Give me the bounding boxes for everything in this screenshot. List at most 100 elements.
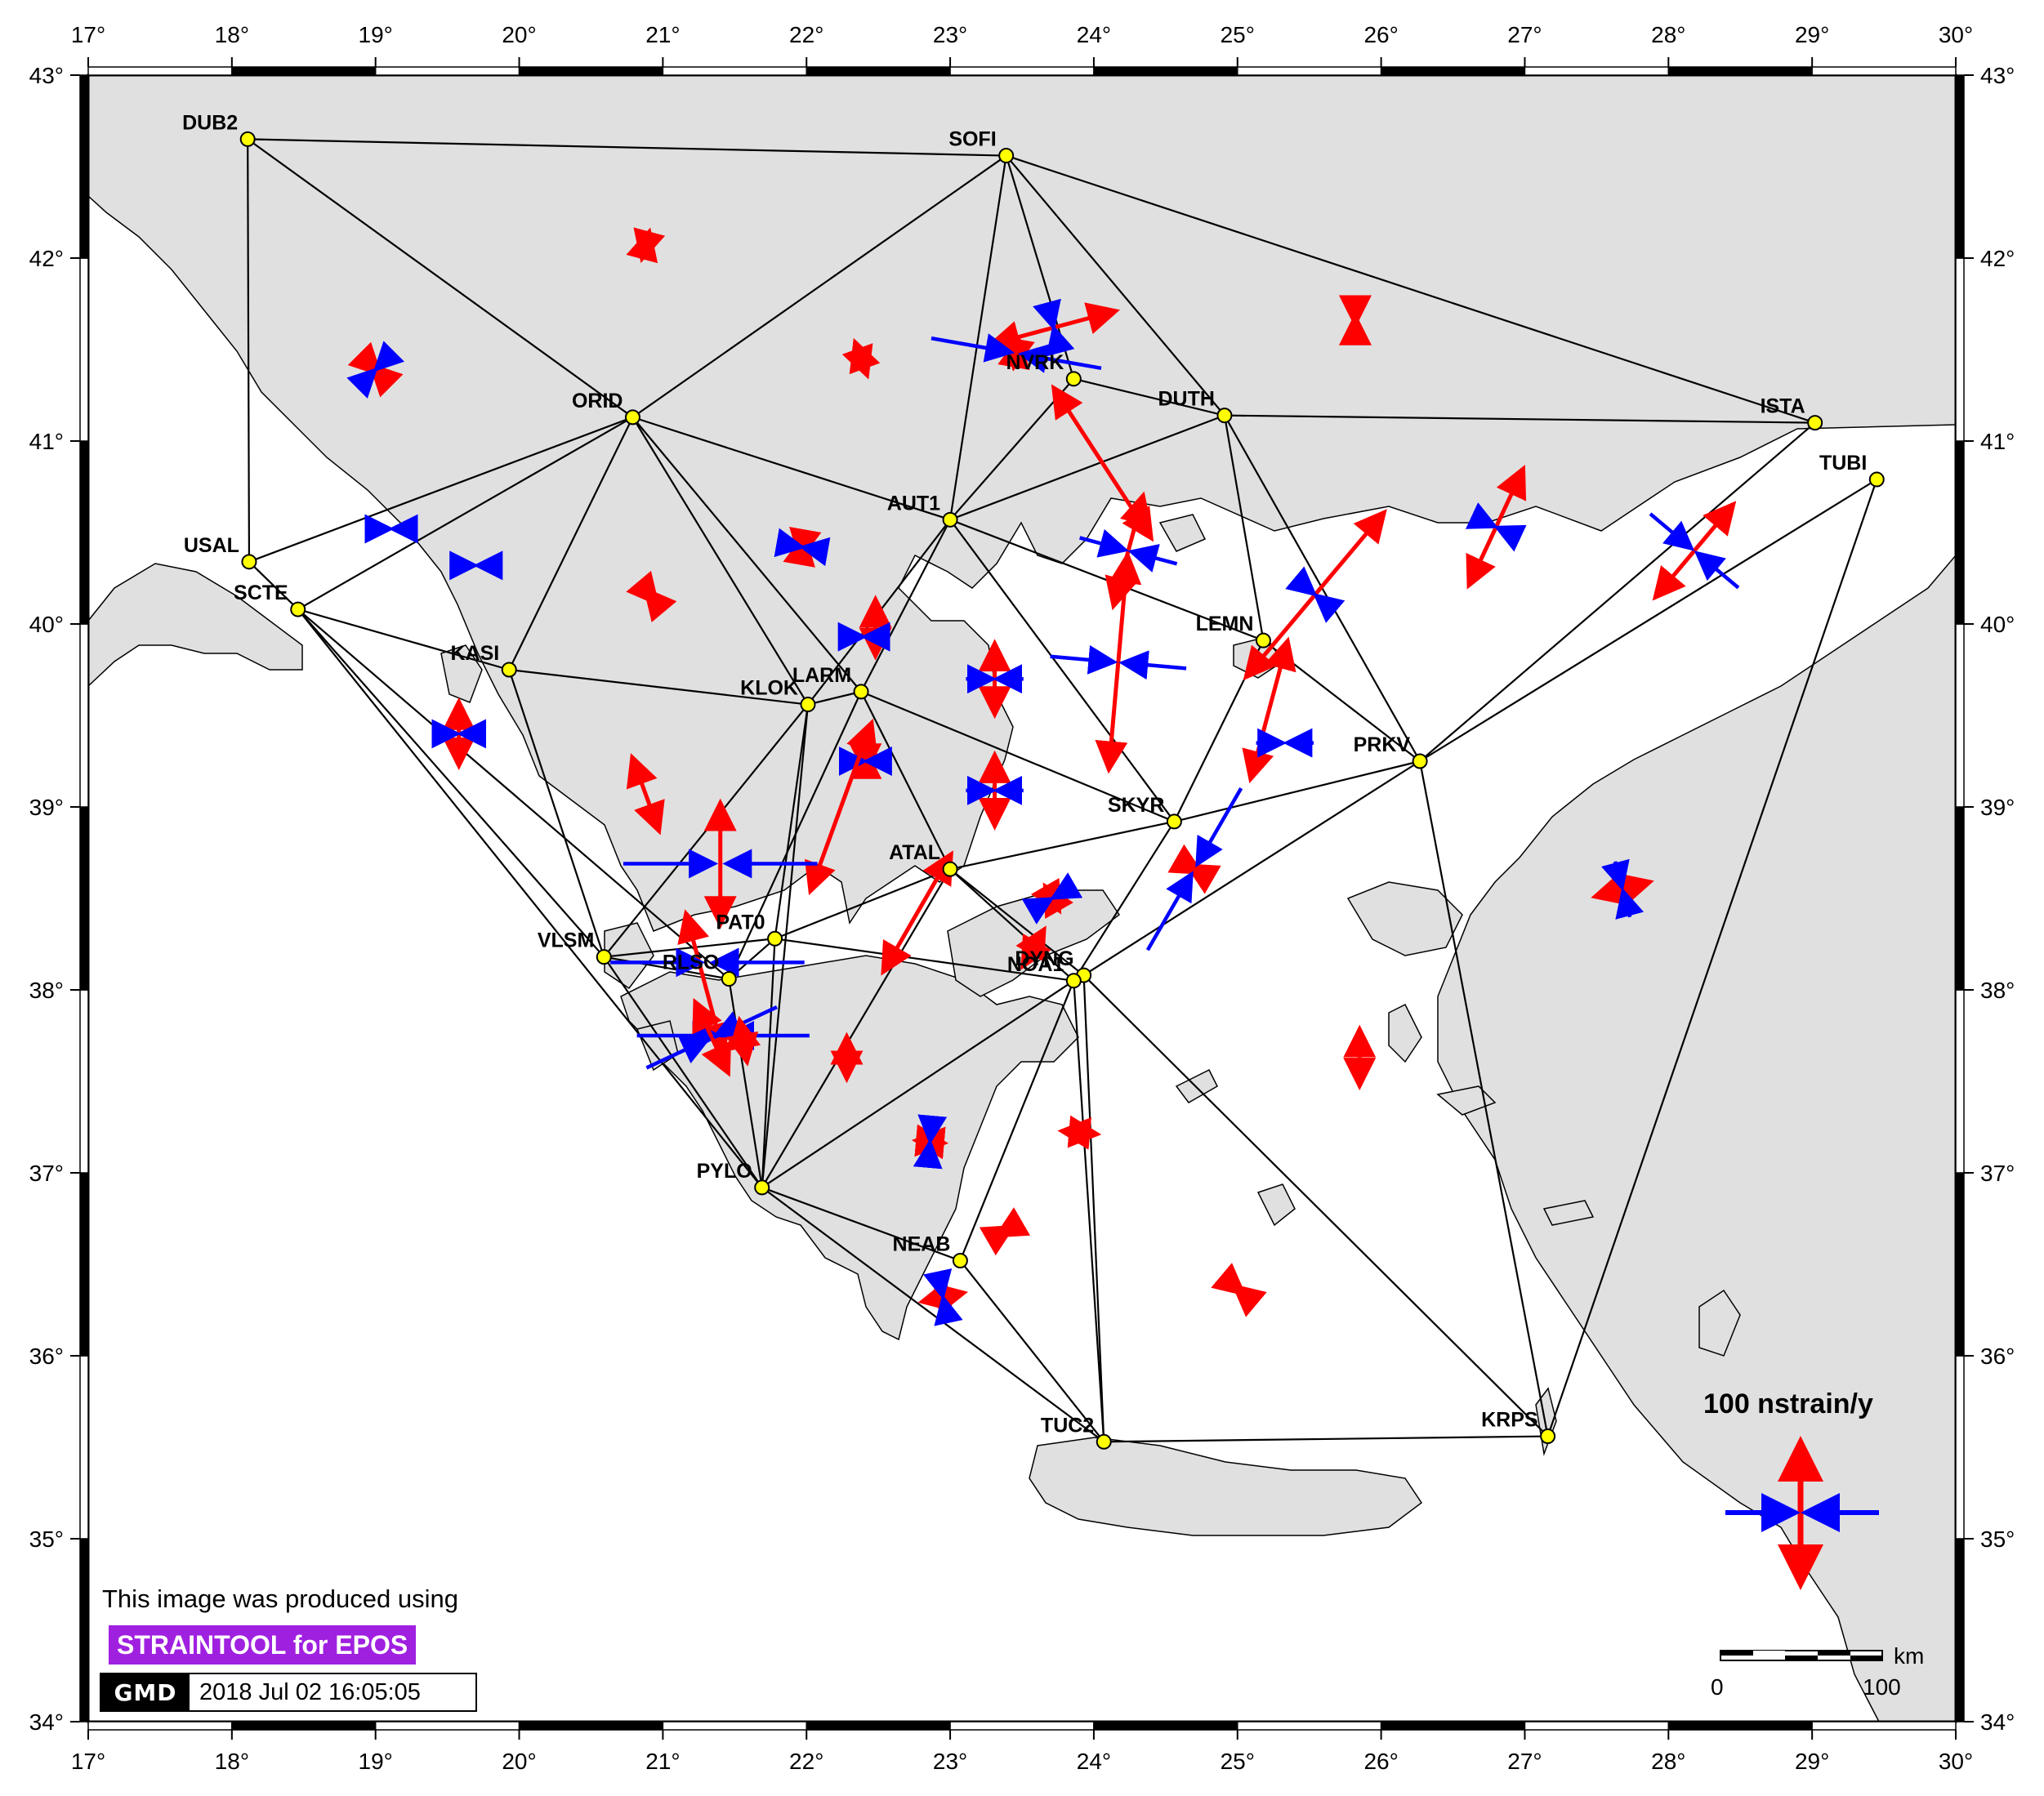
station-atal[interactable]: ATAL bbox=[889, 841, 958, 877]
station-usal[interactable]: USAL bbox=[184, 534, 257, 570]
station-prkv[interactable]: PRKV bbox=[1354, 733, 1428, 769]
network-edge-orid-scte bbox=[297, 416, 634, 611]
station-label: KRPS bbox=[1481, 1409, 1537, 1432]
land-naxos bbox=[1256, 1183, 1296, 1227]
station-marker[interactable] bbox=[624, 409, 640, 426]
network-edge-aut1-larm bbox=[860, 519, 952, 693]
station-marker[interactable] bbox=[1216, 408, 1233, 424]
strain-glyph-2 bbox=[841, 337, 881, 380]
station-marker[interactable] bbox=[1540, 1428, 1556, 1445]
station-label: PYLO bbox=[697, 1160, 752, 1183]
lon-label-bottom: 25° bbox=[1221, 1749, 1255, 1774]
station-larm[interactable]: LARM bbox=[792, 664, 869, 700]
credit-text: This image was produced using bbox=[102, 1584, 458, 1613]
lat-label-right: 43° bbox=[1980, 63, 2015, 88]
station-label: LARM bbox=[792, 664, 851, 687]
frame-bar-left bbox=[79, 257, 89, 442]
station-marker[interactable] bbox=[942, 861, 958, 877]
network-edge-atal-pylo bbox=[761, 868, 952, 1188]
station-marker[interactable] bbox=[767, 930, 783, 947]
land-chios bbox=[1388, 1003, 1422, 1063]
station-tubi[interactable]: TUBI bbox=[1819, 452, 1885, 488]
compression-axis bbox=[1118, 650, 1187, 680]
frame-bar-top bbox=[662, 66, 807, 76]
station-skyr[interactable]: SKYR bbox=[1108, 794, 1182, 830]
station-noa1[interactable]: NOA1 bbox=[1007, 953, 1082, 989]
land-crete bbox=[1029, 1437, 1423, 1536]
station-tuc2[interactable]: TUC2 bbox=[1041, 1414, 1112, 1450]
station-lemn[interactable]: LEMN bbox=[1196, 613, 1271, 648]
frame-bar-top bbox=[87, 66, 233, 76]
extension-axis bbox=[993, 1207, 1031, 1238]
station-marker[interactable] bbox=[1166, 813, 1182, 830]
station-marker[interactable] bbox=[501, 662, 517, 678]
station-marker[interactable] bbox=[1065, 371, 1082, 387]
station-marker[interactable] bbox=[1065, 973, 1082, 989]
station-dub2[interactable]: DUB2 bbox=[182, 111, 256, 147]
strain-glyph-40 bbox=[917, 1268, 968, 1326]
extension-axis bbox=[1494, 464, 1527, 528]
station-marker[interactable] bbox=[1255, 632, 1271, 648]
station-pat0[interactable]: PAT0 bbox=[716, 911, 783, 947]
station-kasi[interactable]: KASI bbox=[450, 642, 517, 678]
land-andros bbox=[1175, 1068, 1218, 1103]
station-marker[interactable] bbox=[1096, 1433, 1112, 1450]
gnss-stations: DUB2 SOFI ORID NVRK DUTH ISTA TUBI USAL SCTE AUT1… bbox=[182, 111, 1885, 1450]
compression-axis bbox=[1465, 502, 1499, 529]
station-scte[interactable]: SCTE bbox=[234, 582, 306, 617]
station-marker[interactable] bbox=[241, 554, 257, 570]
lon-label-bottom: 18° bbox=[215, 1749, 249, 1774]
station-sofi[interactable]: SOFI bbox=[948, 128, 1015, 164]
station-label: DYNG bbox=[1015, 947, 1073, 970]
strain-glyph-25 bbox=[626, 753, 665, 836]
lon-label-top: 29° bbox=[1795, 22, 1829, 47]
station-label: SCTE bbox=[234, 582, 288, 604]
lat-label-left: 36° bbox=[29, 1344, 64, 1369]
frame-bar-top bbox=[1237, 66, 1382, 76]
station-duth[interactable]: DUTH bbox=[1158, 388, 1233, 424]
frame-bar-bottom bbox=[1380, 1721, 1526, 1731]
station-label: NOA1 bbox=[1007, 953, 1064, 976]
station-marker[interactable] bbox=[1807, 415, 1823, 431]
station-vlsm[interactable]: VLSM bbox=[538, 929, 612, 965]
station-aut1[interactable]: AUT1 bbox=[887, 492, 958, 528]
station-marker[interactable] bbox=[952, 1253, 968, 1269]
station-krps[interactable]: KRPS bbox=[1481, 1409, 1556, 1445]
station-pylo[interactable]: PYLO bbox=[697, 1160, 770, 1196]
station-marker[interactable] bbox=[596, 949, 612, 965]
station-label: NVRK bbox=[1006, 351, 1064, 374]
station-orid[interactable]: ORID bbox=[572, 390, 640, 426]
station-marker[interactable] bbox=[1412, 753, 1428, 769]
station-nvrk[interactable]: NVRK bbox=[1006, 351, 1082, 387]
frame-bar-right bbox=[1955, 623, 1965, 808]
tool-badge: STRAINTOOL for EPOS bbox=[109, 1625, 417, 1665]
strain-glyph-0 bbox=[346, 341, 404, 399]
station-marker[interactable] bbox=[239, 131, 256, 147]
land-samos bbox=[1436, 1085, 1497, 1116]
station-marker[interactable] bbox=[998, 148, 1015, 164]
station-marker[interactable] bbox=[1868, 471, 1885, 488]
station-marker[interactable] bbox=[754, 1179, 770, 1196]
station-klok[interactable]: KLOK bbox=[740, 677, 816, 713]
station-ista[interactable]: ISTA bbox=[1761, 395, 1823, 431]
lon-label-bottom: 23° bbox=[933, 1749, 967, 1774]
station-marker[interactable] bbox=[853, 684, 869, 700]
station-neab[interactable]: NEAB bbox=[893, 1233, 968, 1269]
station-marker[interactable] bbox=[290, 601, 306, 617]
station-marker[interactable] bbox=[942, 511, 958, 528]
frame-bar-right bbox=[1955, 440, 1965, 625]
station-rlso[interactable]: RLSO bbox=[663, 951, 737, 987]
lon-label-bottom: 29° bbox=[1795, 1749, 1829, 1774]
frame-bar-bottom bbox=[374, 1721, 520, 1731]
strain-glyph-24 bbox=[431, 697, 487, 770]
strain-glyph-34 bbox=[1021, 872, 1083, 925]
station-marker[interactable] bbox=[721, 971, 737, 987]
extension-axis bbox=[1051, 384, 1105, 465]
extension-axis bbox=[728, 1015, 761, 1051]
extension-axis bbox=[1095, 662, 1128, 774]
strain-glyph-1 bbox=[626, 227, 666, 264]
station-marker[interactable] bbox=[800, 697, 816, 713]
station-label: LEMN bbox=[1196, 613, 1254, 635]
lat-label-left: 40° bbox=[29, 612, 64, 637]
station-label: SOFI bbox=[948, 128, 996, 151]
